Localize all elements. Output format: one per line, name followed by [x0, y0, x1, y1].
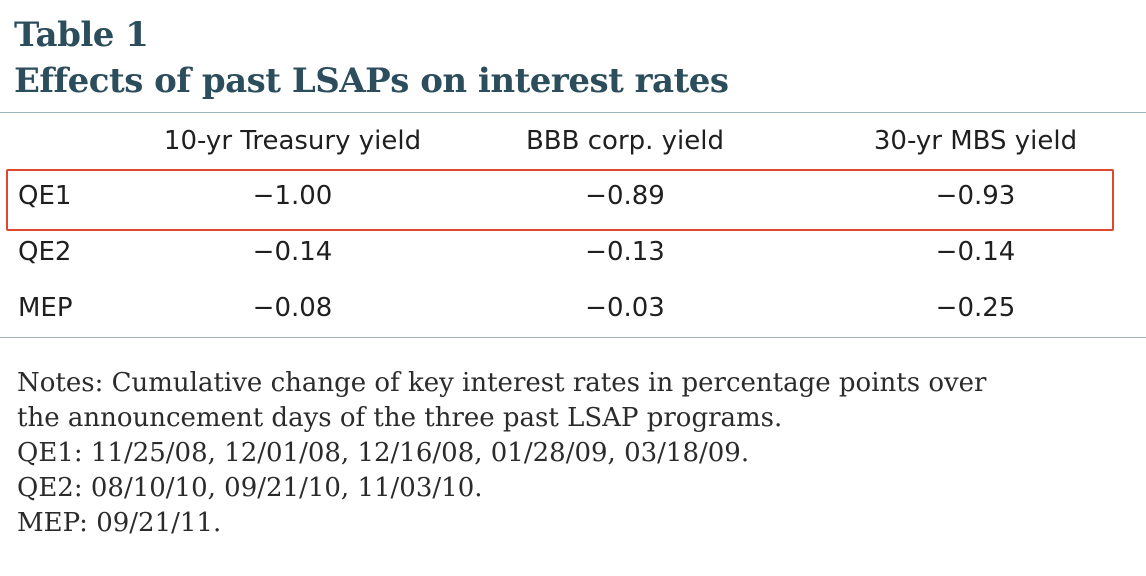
table-row: QE1 −1.00 −0.89 −0.93 [0, 168, 1146, 224]
header-treasury-yield: 10-yr Treasury yield [163, 126, 422, 156]
notes-line: the announcement days of the three past … [17, 403, 783, 433]
notes-line: Notes: Cumulative change of key interest… [17, 368, 987, 398]
notes-line: MEP: 09/21/11. [17, 508, 222, 538]
bottom-rule [0, 337, 1146, 338]
table-cell: −1.00 [252, 181, 333, 211]
table-row: QE2 −0.14 −0.13 −0.14 [0, 224, 1146, 280]
table-cell: −0.89 [585, 181, 665, 211]
table-cell: −0.25 [935, 293, 1016, 323]
top-rule [0, 112, 1146, 113]
header-bbb-corp-yield: BBB corp. yield [525, 126, 725, 156]
header-mbs-yield: 30-yr MBS yield [873, 126, 1078, 156]
table-cell: −0.14 [935, 237, 1016, 267]
row-label-mep: MEP [18, 293, 73, 323]
table-cell: −0.03 [585, 293, 665, 323]
header-row: 10-yr Treasury yield BBB corp. yield 30-… [0, 114, 1146, 168]
table-number: Table 1 [14, 15, 149, 55]
header-cell-empty [0, 114, 140, 168]
notes-line: QE1: 11/25/08, 12/01/08, 12/16/08, 01/28… [17, 438, 750, 468]
table-caption: Effects of past LSAPs on interest rates [14, 61, 729, 101]
row-label-qe2: QE2 [18, 237, 72, 267]
table-cell: −0.14 [252, 237, 333, 267]
table-cell: −0.93 [935, 181, 1016, 211]
notes-line: QE2: 08/10/10, 09/21/10, 11/03/10. [17, 473, 483, 503]
table-cell: −0.08 [252, 293, 333, 323]
table-title: Table 1 Effects of past LSAPs on interes… [14, 12, 729, 104]
table-row: MEP −0.08 −0.03 −0.25 [0, 280, 1146, 336]
lsap-effects-table: 10-yr Treasury yield BBB corp. yield 30-… [0, 114, 1146, 336]
row-label-qe1: QE1 [18, 181, 72, 211]
table-notes: Notes: Cumulative change of key interest… [17, 366, 986, 541]
table-cell: −0.13 [585, 237, 665, 267]
